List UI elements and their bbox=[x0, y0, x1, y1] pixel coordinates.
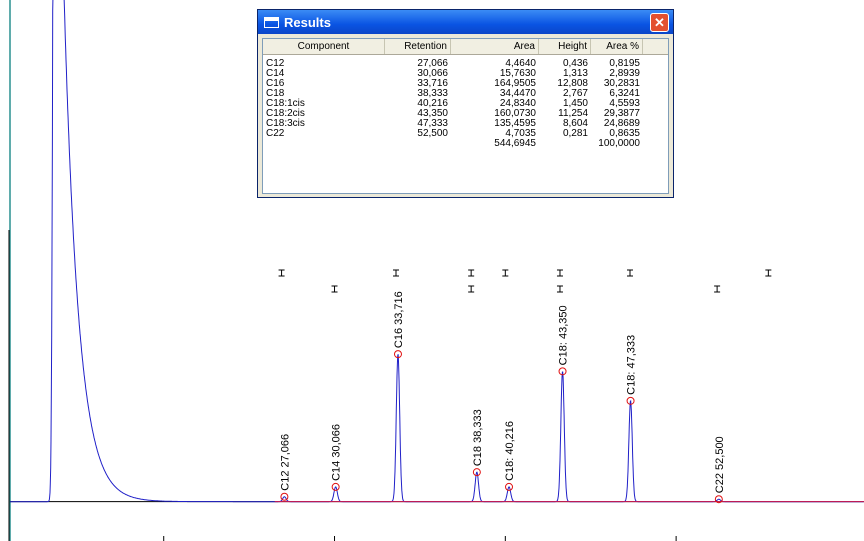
table-cell: 27,066 bbox=[417, 58, 448, 69]
window-marker bbox=[331, 285, 338, 293]
table-row[interactable]: C18:2cis 43,350 160,0730 11,254 29,3877 bbox=[263, 109, 668, 119]
table-cell bbox=[385, 139, 451, 149]
table-cell: 40,216 bbox=[417, 98, 448, 109]
peak-apex-marker bbox=[558, 367, 567, 376]
results-window[interactable]: Results ✕ Component Retention Area Heigh… bbox=[257, 9, 674, 198]
table-row[interactable]: C18 38,333 34,4470 2,767 6,3241 bbox=[263, 89, 668, 99]
table-cell: 6,3241 bbox=[609, 88, 640, 99]
peak-label: C22 52,500 bbox=[714, 436, 726, 493]
window-marker bbox=[627, 269, 634, 277]
table-cell: 8,604 bbox=[562, 118, 588, 129]
table-cell: 100,0000 bbox=[598, 138, 640, 149]
table-cell bbox=[263, 139, 385, 149]
window-marker bbox=[556, 269, 563, 277]
window-marker bbox=[393, 269, 400, 277]
peak-label: C12 27,066 bbox=[279, 434, 291, 491]
table-cell: 24,8340 bbox=[499, 98, 536, 109]
table-cell: 0,8195 bbox=[609, 58, 640, 69]
window-marker bbox=[468, 269, 475, 277]
column-header-area[interactable]: Area bbox=[451, 39, 539, 54]
table-cell: 4,5593 bbox=[609, 98, 640, 109]
table-cell: 2,8939 bbox=[609, 68, 640, 79]
window-marker bbox=[765, 269, 772, 277]
table-cell: 43,350 bbox=[417, 108, 448, 119]
peak-apex-marker bbox=[626, 396, 635, 405]
window-marker bbox=[714, 285, 721, 293]
column-header-area-percent[interactable]: Area % bbox=[591, 39, 643, 54]
window-marker bbox=[468, 285, 475, 293]
table-row[interactable]: C12 27,066 4,4640 0,436 0,8195 bbox=[263, 59, 668, 69]
window-marker bbox=[278, 269, 285, 277]
table-row[interactable]: C22 52,500 4,7035 0,281 0,8635 bbox=[263, 129, 668, 139]
peak-apex-marker bbox=[331, 482, 340, 491]
window-icon bbox=[264, 16, 279, 28]
table-cell: 164,9505 bbox=[494, 78, 536, 89]
table-cell: 52,500 bbox=[417, 128, 448, 139]
peak-label: C18: 47,333 bbox=[626, 335, 638, 395]
table-cell: 24,8689 bbox=[603, 118, 640, 129]
table-cell: 0,436 bbox=[562, 58, 588, 69]
peak-label: C18: 40,216 bbox=[504, 421, 516, 481]
table-cell: C12 bbox=[266, 58, 285, 69]
table-cell: 544,6945 bbox=[494, 138, 536, 149]
results-table-header: Component Retention Area Height Area % bbox=[263, 39, 668, 55]
peak-apex-marker bbox=[280, 492, 289, 501]
table-cell: 4,4640 bbox=[505, 58, 536, 69]
results-title: Results bbox=[284, 14, 331, 30]
close-button[interactable]: ✕ bbox=[650, 12, 669, 32]
table-cell: 160,0730 bbox=[494, 108, 536, 119]
table-cell: 38,333 bbox=[417, 88, 448, 99]
column-header-height[interactable]: Height bbox=[539, 39, 591, 54]
table-cell: 29,3877 bbox=[603, 108, 640, 119]
table-cell: 135,4595 bbox=[494, 118, 536, 129]
table-cell: 0,281 bbox=[562, 128, 588, 139]
table-row[interactable]: C18:1cis 40,216 24,8340 1,450 4,5593 bbox=[263, 99, 668, 109]
column-header-component[interactable]: Component bbox=[263, 39, 385, 54]
totals-row[interactable]: 544,6945 100,0000 bbox=[263, 139, 668, 149]
peak-apex-marker bbox=[714, 495, 723, 504]
table-cell: C18:1cis bbox=[266, 98, 305, 109]
peak-apex-marker bbox=[472, 468, 481, 477]
peak-label: C16 33,716 bbox=[393, 291, 405, 348]
table-row[interactable]: C14 30,066 15,7630 1,313 2,8939 bbox=[263, 69, 668, 79]
peak-label: C18: 43,350 bbox=[558, 305, 570, 365]
table-cell: C22 bbox=[266, 128, 285, 139]
peak-apex-marker bbox=[393, 350, 402, 359]
table-cell: 2,767 bbox=[562, 88, 588, 99]
peak-apex-marker bbox=[505, 482, 514, 491]
window-marker bbox=[502, 269, 509, 277]
table-cell: 15,7630 bbox=[499, 68, 536, 79]
table-cell: 11,254 bbox=[558, 108, 588, 119]
peak-label: C18 38,333 bbox=[472, 409, 484, 466]
window-marker bbox=[556, 285, 563, 293]
results-rows: C12 27,066 4,4640 0,436 0,8195 C14 30,066 15,76… bbox=[263, 59, 668, 149]
peak-label: C14 30,066 bbox=[331, 424, 343, 481]
table-cell: 33,716 bbox=[417, 78, 448, 89]
table-row[interactable]: C16 33,716 164,9505 12,808 30,2831 bbox=[263, 79, 668, 89]
table-cell bbox=[539, 139, 591, 149]
table-cell: C14 bbox=[266, 68, 285, 79]
table-cell: C18 bbox=[266, 88, 285, 99]
table-cell: 34,4470 bbox=[499, 88, 536, 99]
results-table[interactable]: Component Retention Area Height Area % C… bbox=[262, 38, 669, 194]
table-cell: C18:3cis bbox=[266, 118, 305, 129]
table-cell: 4,7035 bbox=[505, 128, 536, 139]
table-cell: 12,808 bbox=[557, 78, 588, 89]
table-cell: C16 bbox=[266, 78, 285, 89]
table-cell: 30,2831 bbox=[603, 78, 640, 89]
table-cell: 1,313 bbox=[562, 68, 588, 79]
table-cell: 30,066 bbox=[417, 68, 448, 79]
table-cell: 0,8635 bbox=[609, 128, 640, 139]
table-cell: 47,333 bbox=[417, 118, 448, 129]
table-row[interactable]: C18:3cis 47,333 135,4595 8,604 24,8689 bbox=[263, 119, 668, 129]
column-header-retention[interactable]: Retention bbox=[385, 39, 451, 54]
results-titlebar[interactable]: Results ✕ bbox=[258, 10, 673, 34]
table-cell: C18:2cis bbox=[266, 108, 305, 119]
table-cell: 1,450 bbox=[562, 98, 588, 109]
